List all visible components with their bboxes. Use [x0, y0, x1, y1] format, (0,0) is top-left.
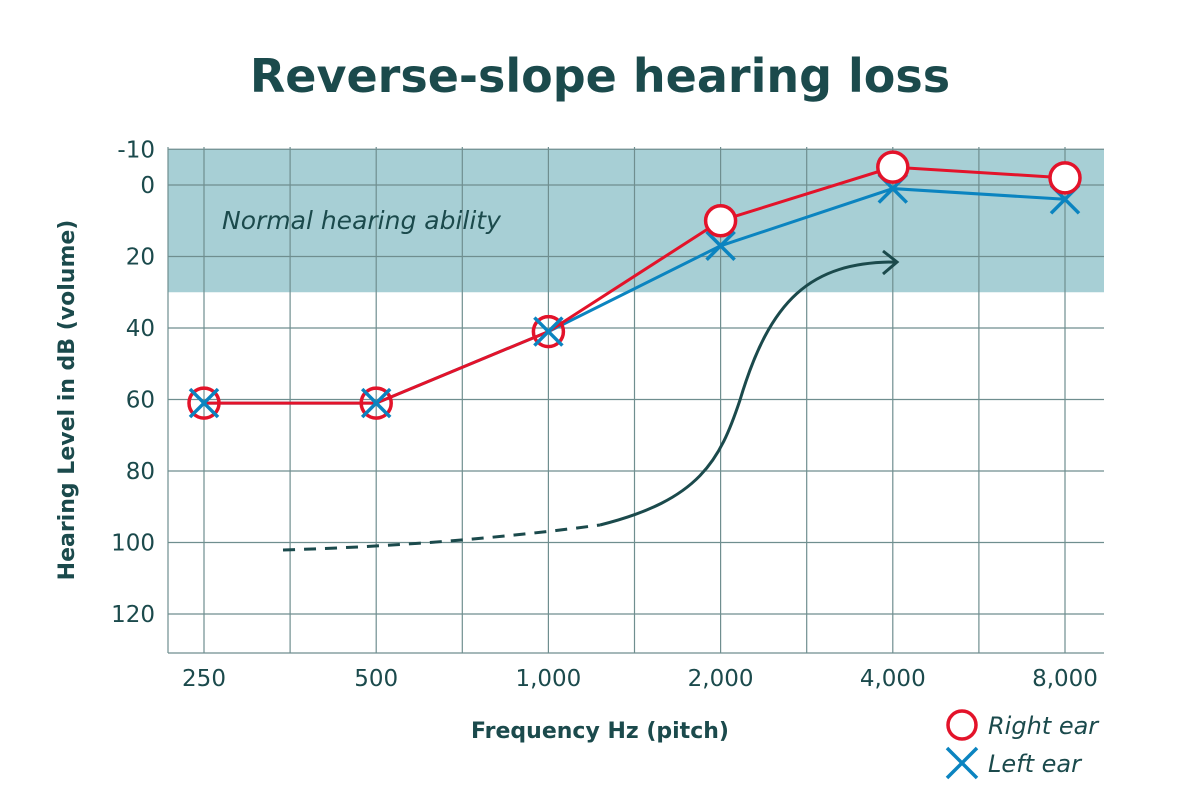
left-ear-marker — [188, 387, 220, 419]
normal-hearing-region — [168, 149, 1104, 293]
right-ear-marker — [1048, 161, 1082, 195]
right-ear-marker — [703, 204, 738, 238]
annotation-arrow-dashed — [282, 523, 601, 552]
x-tick-label: 8,000 — [1032, 666, 1098, 692]
normal-hearing-label: Normal hearing ability — [222, 206, 502, 235]
right-ear-marker — [531, 314, 566, 349]
x-tick-label: 4,000 — [860, 666, 926, 692]
arrowhead-icon — [882, 249, 900, 276]
left-ear-marker — [360, 387, 392, 419]
legend-circle-marker — [946, 709, 978, 741]
left-ear-marker — [705, 230, 736, 262]
x-axis-label: Frequency Hz (pitch) — [471, 719, 729, 744]
y-tick-label: 20 — [126, 245, 155, 271]
y-tick-label: 0 — [140, 173, 155, 199]
x-tick-label: 500 — [354, 666, 398, 692]
y-tick-label: 40 — [126, 316, 155, 342]
y-tick-label: 60 — [126, 388, 155, 414]
annotation-arrow-curve — [599, 260, 896, 527]
legend-left-ear: Left ear — [988, 750, 1083, 778]
y-tick-label: 80 — [126, 459, 155, 485]
series-line-right-ear — [204, 165, 1066, 405]
y-axis-label: Hearing Level in dB (volume) — [55, 220, 80, 581]
x-tick-label: 1,000 — [515, 666, 581, 692]
right-ear-marker — [876, 150, 910, 184]
y-tick-label: -10 — [117, 137, 155, 163]
legend-right-ear: Right ear — [988, 712, 1100, 740]
left-ear-marker — [533, 316, 564, 347]
x-marker-stroke — [360, 387, 392, 419]
right-ear-marker — [187, 386, 221, 420]
x-marker-stroke — [533, 316, 564, 347]
legend-x-marker — [945, 746, 979, 780]
x-marker-stroke — [705, 230, 736, 262]
x-marker-stroke — [188, 387, 220, 419]
right-ear-marker — [359, 386, 393, 420]
y-tick-label: 120 — [111, 602, 155, 628]
y-tick-label: 100 — [111, 531, 155, 557]
x-tick-label: 250 — [182, 666, 226, 692]
legend: Right ear Left ear — [945, 709, 1100, 780]
x-tick-label: 2,000 — [688, 666, 754, 692]
chart-title: Reverse-slope hearing loss — [250, 49, 950, 103]
